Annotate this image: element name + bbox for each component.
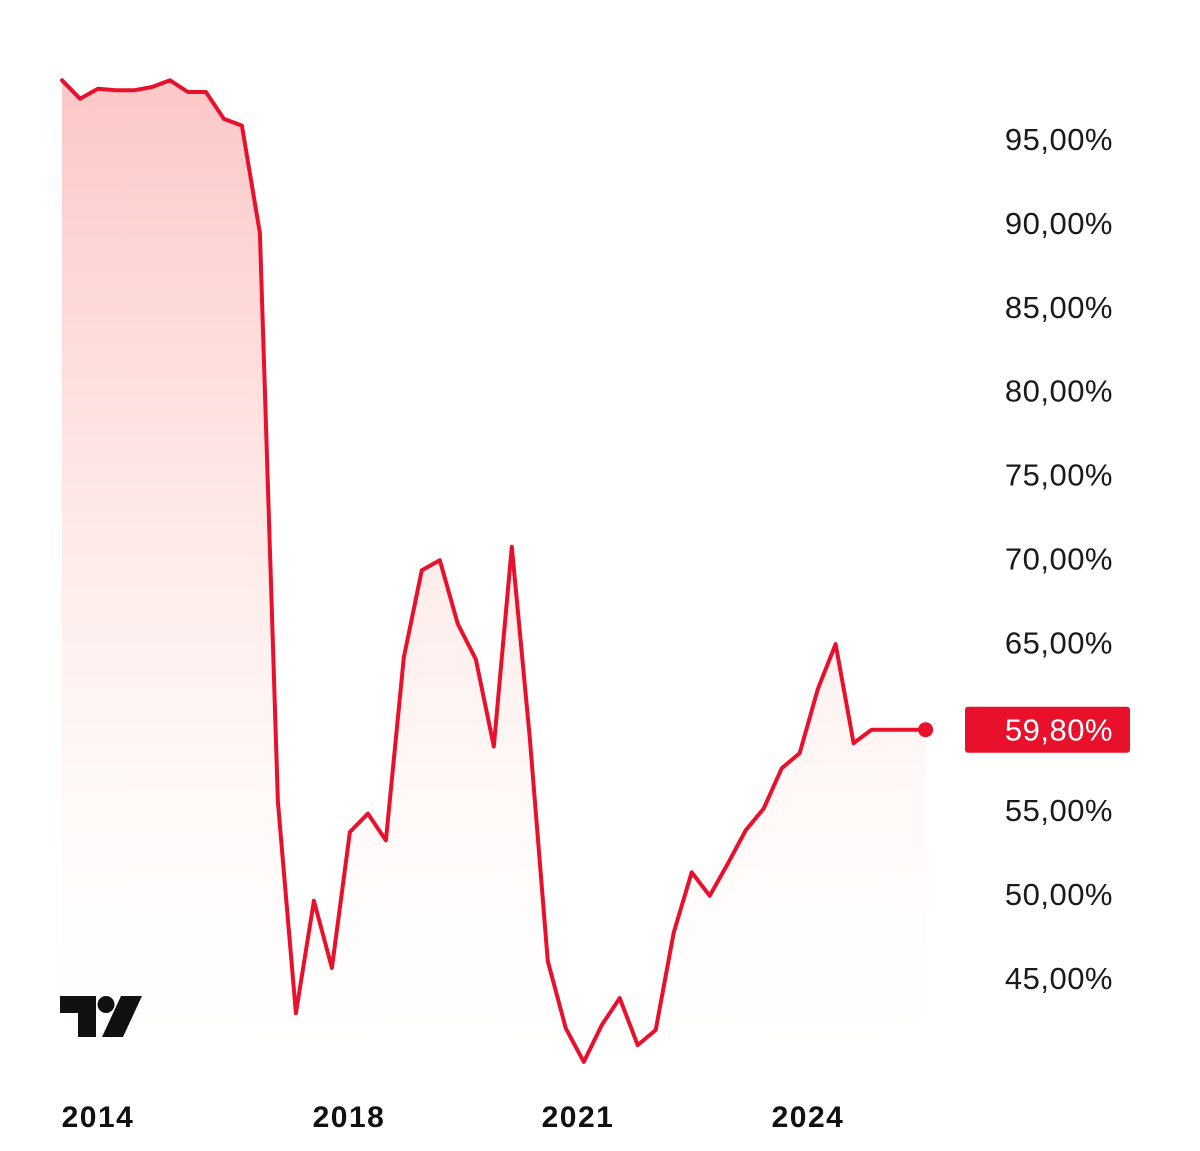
y-tick-label: 55,00% [1005,793,1113,828]
y-axis: 95,00% 90,00% 85,00% 80,00% 75,00% 70,00% 65,0… [1005,122,1113,996]
series-line [60,78,928,1064]
x-tick-label: 2021 [542,1101,615,1134]
last-value-badge-background [965,706,1130,753]
x-axis: 2014 2018 2021 2024 [62,1101,845,1134]
y-tick-label: 95,00% [1005,122,1113,157]
last-value-point [918,722,934,738]
x-tick-label: 2014 [62,1101,135,1134]
y-tick-label: 70,00% [1005,542,1113,577]
y-tick-label: 50,00% [1005,877,1113,912]
y-tick-label: 80,00% [1005,374,1113,409]
last-value-badge: 59,80% [965,706,1130,753]
x-tick-label: 2024 [772,1101,845,1134]
last-value-label: 59,80% [1005,713,1113,748]
y-tick-label: 85,00% [1005,290,1113,325]
y-tick-label: 45,00% [1005,961,1113,996]
y-tick-label: 90,00% [1005,206,1113,241]
y-tick-label: 65,00% [1005,625,1113,660]
tradingview-logo-icon [60,996,142,1037]
y-tick-label: 75,00% [1005,458,1113,493]
x-tick-label: 2018 [313,1101,386,1134]
series-area-fill [62,80,926,1076]
